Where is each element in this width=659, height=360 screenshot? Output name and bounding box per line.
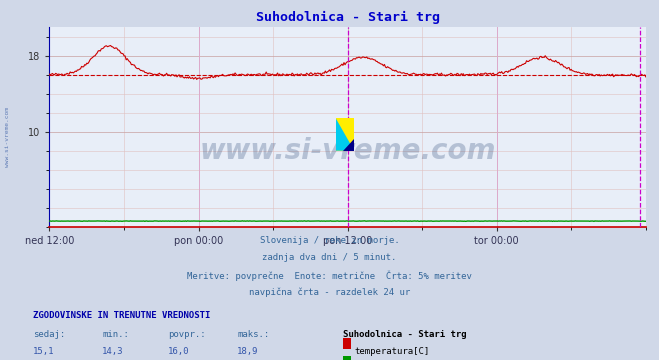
Text: www.si-vreme.com: www.si-vreme.com bbox=[200, 137, 496, 165]
Text: Suhodolnica - Stari trg: Suhodolnica - Stari trg bbox=[343, 330, 467, 339]
Text: sedaj:: sedaj: bbox=[33, 330, 65, 339]
Title: Suhodolnica - Stari trg: Suhodolnica - Stari trg bbox=[256, 12, 440, 24]
Text: Slovenija / reke in morje.: Slovenija / reke in morje. bbox=[260, 236, 399, 245]
Polygon shape bbox=[335, 118, 355, 151]
Text: ZGODOVINSKE IN TRENUTNE VREDNOSTI: ZGODOVINSKE IN TRENUTNE VREDNOSTI bbox=[33, 311, 210, 320]
Text: temperatura[C]: temperatura[C] bbox=[355, 347, 430, 356]
Polygon shape bbox=[343, 139, 355, 151]
Text: maks.:: maks.: bbox=[237, 330, 270, 339]
Text: 15,1: 15,1 bbox=[33, 347, 55, 356]
Text: www.si-vreme.com: www.si-vreme.com bbox=[5, 107, 11, 167]
Text: zadnja dva dni / 5 minut.: zadnja dva dni / 5 minut. bbox=[262, 253, 397, 262]
Text: povpr.:: povpr.: bbox=[168, 330, 206, 339]
Text: Meritve: povprečne  Enote: metrične  Črta: 5% meritev: Meritve: povprečne Enote: metrične Črta:… bbox=[187, 270, 472, 281]
Text: 18,9: 18,9 bbox=[237, 347, 259, 356]
Text: navpična črta - razdelek 24 ur: navpična črta - razdelek 24 ur bbox=[249, 288, 410, 297]
Text: 14,3: 14,3 bbox=[102, 347, 124, 356]
Text: min.:: min.: bbox=[102, 330, 129, 339]
Text: 16,0: 16,0 bbox=[168, 347, 190, 356]
